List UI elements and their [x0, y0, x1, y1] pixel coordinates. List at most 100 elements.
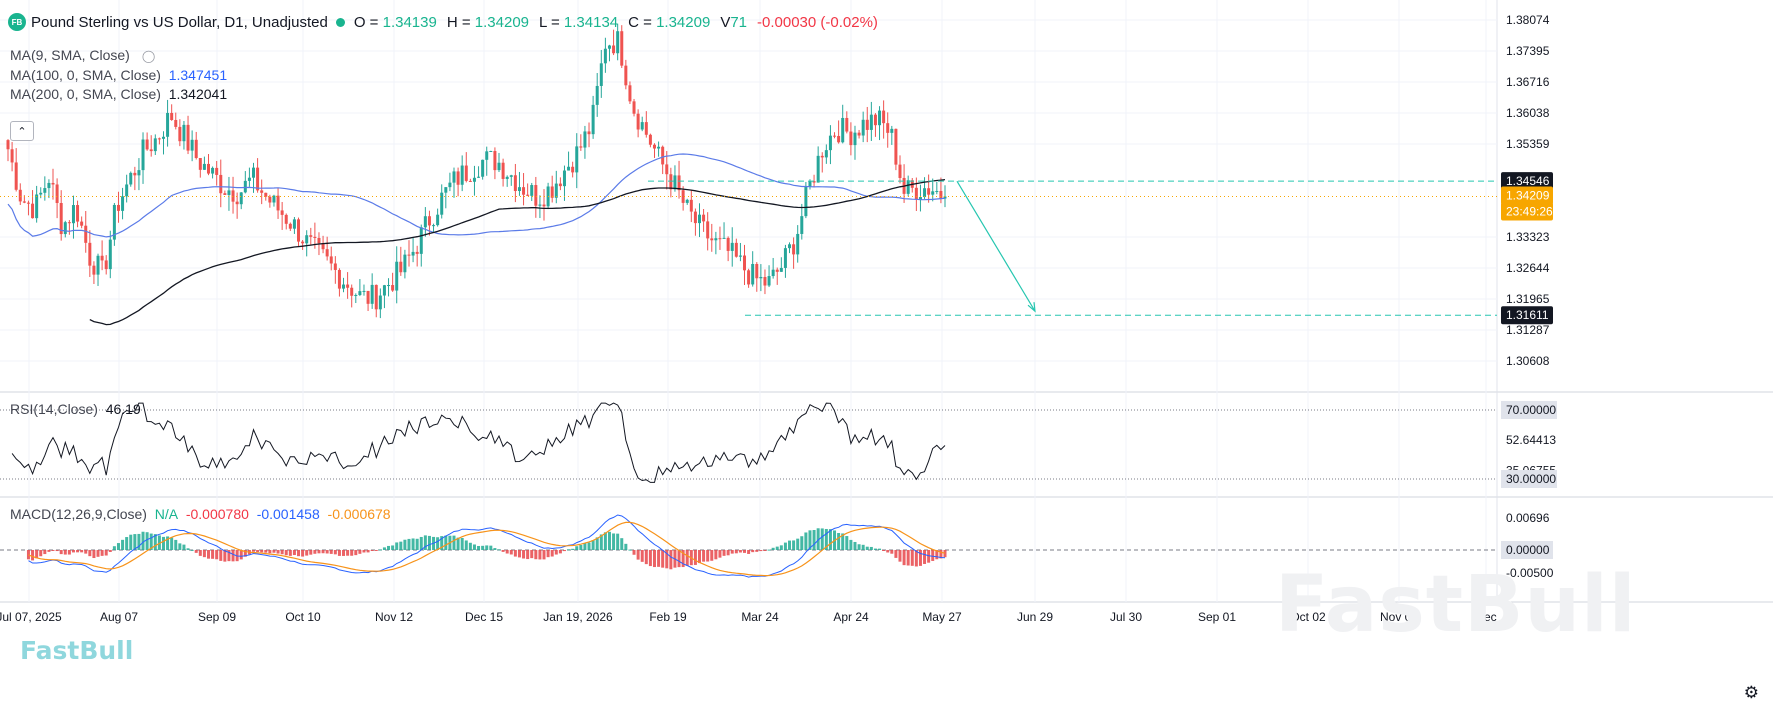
legend-rsi[interactable]: RSI(14,Close) 46.19: [10, 401, 141, 417]
candle-body: [468, 180, 472, 182]
macd-bar: [800, 536, 804, 550]
time-label: Dec: [1475, 610, 1496, 624]
candle-body: [526, 194, 530, 196]
price-tick: 1.31965: [1506, 292, 1550, 306]
visibility-hidden-icon[interactable]: ◯: [141, 49, 156, 63]
macd-bar: [387, 545, 391, 550]
macd-bar: [71, 550, 75, 553]
candle-body: [767, 276, 771, 286]
macd-bar: [783, 542, 787, 550]
market-status-icon: [335, 17, 345, 27]
time-label: Sep 09: [198, 610, 236, 624]
macd-bar: [808, 530, 812, 550]
time-label: Feb 19: [649, 610, 687, 624]
candle-body: [530, 185, 534, 196]
macd-bar: [493, 548, 497, 550]
candle-body: [35, 194, 39, 219]
macd-bar: [575, 546, 579, 550]
candle-body: [456, 171, 460, 185]
candle-body: [665, 164, 669, 175]
macd-bar: [239, 550, 243, 560]
candle-body: [689, 199, 693, 212]
candle-body: [92, 265, 96, 275]
macd-bar: [305, 550, 309, 556]
candle-body: [325, 249, 329, 257]
macd-bar: [591, 540, 595, 550]
macd-bar: [726, 550, 730, 556]
macd-bar: [288, 550, 292, 556]
candle-body: [166, 112, 170, 137]
candle-body: [202, 163, 206, 170]
candle-body: [550, 186, 554, 198]
candle-body: [489, 150, 493, 152]
candle-body: [427, 216, 431, 226]
candle-body: [423, 216, 427, 228]
collapse-legend-button[interactable]: ⌃: [10, 121, 34, 141]
candle-body: [235, 201, 239, 205]
macd-bar: [796, 538, 800, 550]
macd-bar: [657, 550, 661, 567]
macd-bar: [415, 538, 419, 550]
candle-body: [276, 195, 280, 211]
candle-body: [211, 167, 215, 174]
candle-body: [812, 181, 816, 183]
candle-body: [775, 269, 779, 272]
macd-bar: [436, 537, 440, 550]
macd-bar: [779, 545, 783, 550]
candle-body: [669, 174, 673, 190]
candle-body: [100, 255, 104, 261]
watermark-large: FastBull: [1275, 560, 1637, 650]
candle-body: [878, 110, 882, 126]
candle-body: [88, 242, 92, 266]
legend-ma9[interactable]: MA(9, SMA, Close) ◯: [10, 47, 156, 63]
macd-bar: [378, 549, 382, 551]
gear-icon[interactable]: ⚙: [1743, 683, 1759, 702]
candle-body: [481, 159, 485, 177]
macd-bar: [681, 550, 685, 568]
candle-body: [607, 45, 611, 49]
macd-bar: [145, 532, 149, 550]
legend-ma100[interactable]: MA(100, 0, SMA, Close) 1.347451: [10, 67, 228, 83]
candle-body: [861, 119, 865, 136]
macd-bar: [153, 534, 157, 550]
symbol-title[interactable]: Pound Sterling vs US Dollar, D1, Unadjus…: [31, 13, 328, 31]
macd-bar: [722, 550, 726, 556]
candle-body: [673, 175, 677, 190]
macd-bar: [554, 550, 558, 555]
candle-body: [301, 241, 305, 244]
macd-bar: [587, 542, 591, 550]
candle-body: [374, 284, 378, 310]
macd-bar: [399, 541, 403, 550]
macd-bar: [276, 550, 280, 554]
candle-body: [718, 238, 722, 240]
candle-body: [346, 284, 350, 288]
macd-bar: [579, 544, 583, 550]
time-label: Jul 07, 2025: [0, 610, 62, 624]
candle-body: [734, 242, 738, 257]
legend-macd[interactable]: MACD(12,26,9,Close) N/A -0.000780 -0.001…: [10, 506, 391, 522]
candle-body: [632, 101, 636, 114]
macd-bar: [747, 550, 751, 554]
candle-body: [616, 31, 620, 54]
legend-ma200[interactable]: MA(200, 0, SMA, Close) 1.342041: [10, 86, 228, 102]
ma200-line: [89, 178, 946, 326]
macd-bar: [133, 534, 137, 550]
macd-bar: [824, 528, 828, 550]
candle-body: [395, 261, 399, 291]
macd-bar: [567, 549, 571, 551]
candle-body: [624, 65, 628, 86]
candle-body: [260, 190, 264, 193]
macd-bar: [595, 537, 599, 550]
macd-bar: [501, 550, 505, 552]
candle-body: [452, 171, 456, 183]
macd-bar: [350, 550, 354, 556]
candle-body: [174, 119, 178, 127]
macd-bar: [96, 550, 100, 557]
candle-body: [137, 170, 141, 176]
candle-body: [108, 239, 112, 270]
macd-bar: [35, 550, 39, 559]
macd-bar: [47, 550, 51, 552]
macd-bar: [116, 543, 120, 550]
candle-body: [849, 131, 853, 146]
